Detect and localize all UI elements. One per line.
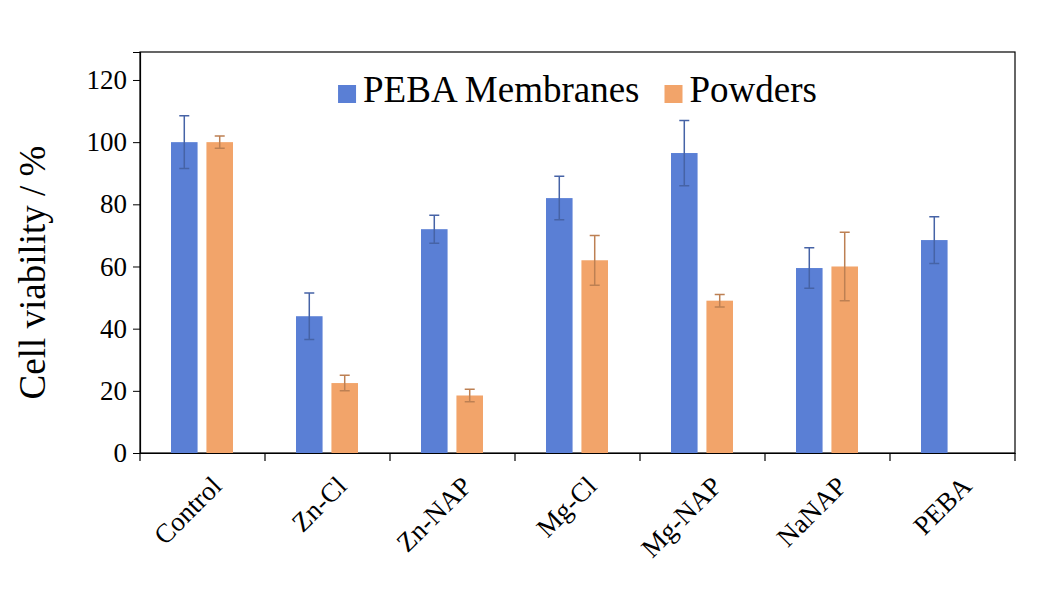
error-bar [465,389,475,401]
y-tick: 100 [87,127,141,157]
error-bar [679,120,689,185]
series-1 [206,136,858,453]
y-tick-mark [133,453,140,454]
x-tick: PEBA [908,453,978,541]
x-boundary-tick [264,453,265,461]
x-tick-label: Control [148,471,228,551]
bar [671,153,698,453]
legend-label: Powders [690,69,817,110]
x-tick: Mg-Cl [530,453,602,543]
y-tick: 0 [114,438,141,468]
x-tick-label: Mg-Cl [530,471,602,543]
legend-swatch [665,85,683,103]
x-boundary-tick [1014,453,1015,461]
error-bar [215,136,225,148]
x-axis-line [141,453,1016,454]
error-bar [554,176,564,220]
y-tick: 20 [100,376,140,406]
x-axis: Control Zn-Cl Zn-NAP Mg-Cl Mg-NAP NaNAP PEBA [141,453,1016,563]
error-bar [304,293,314,340]
plot: 0 20 40 60 80 100 120 Control Zn-Cl Zn-NAP Mg-Cl Mg… [87,52,1016,563]
bar [581,260,608,453]
y-tick-mark [133,266,140,267]
y-tick-label: 60 [100,252,127,282]
x-boundary-tick [764,453,765,461]
y-tick-mark [133,80,140,81]
y-tick: 60 [100,252,140,282]
error-bar [929,217,939,264]
chart: 0 20 40 60 80 100 120 Control Zn-Cl Zn-NAP Mg-Cl Mg… [0,0,1045,606]
legend-label: PEBA Membranes [363,69,639,110]
y-tick: 120 [87,65,141,95]
y-tick-label: 120 [87,65,128,95]
error-bar [340,375,350,391]
legend-swatch [338,85,356,103]
x-tick: Mg-NAP [635,453,727,563]
x-boundary-tick [514,453,515,461]
bar [421,229,448,453]
bar [171,142,198,453]
y-tick: 80 [100,189,140,219]
series-0 [171,116,948,453]
bar [331,383,358,453]
y-tick-mark [133,204,140,205]
bar [796,268,823,453]
y-axis: 0 20 40 60 80 100 120 [87,53,141,469]
legend: PEBA Membranes Powders [338,69,817,110]
y-tick-label: 80 [100,189,127,219]
x-tick: Zn-NAP [391,453,478,558]
bar [706,301,733,453]
error-bar [590,235,600,285]
x-tick-label: Zn-NAP [391,471,478,558]
y-tick-label: 40 [100,314,127,344]
error-bar [179,116,189,169]
error-bar [429,215,439,243]
y-tick-mark [133,329,140,330]
x-boundary-tick [889,453,890,461]
x-tick: Control [148,453,228,550]
y-axis-title: Cell viability / % [12,146,53,400]
x-boundary-tick [389,453,390,461]
legend-item: Powders [665,69,817,110]
bar [921,240,948,453]
y-tick-label: 100 [87,127,128,157]
bar [546,198,573,453]
bar [456,395,483,453]
error-bar [804,248,814,288]
y-tick-label: 0 [114,438,128,468]
x-tick-label: Mg-NAP [635,471,727,563]
y-tick-label: 20 [100,376,127,406]
x-tick-label: PEBA [908,470,978,540]
x-boundary-tick [639,453,640,461]
bar [206,142,233,453]
bars [171,116,948,453]
error-bar [840,232,850,300]
y-tick-mark [133,391,140,392]
x-tick: NaNAP [771,453,853,552]
x-boundary-tick [139,453,140,461]
plot-frame [140,52,1015,453]
y-tick: 40 [100,314,140,344]
error-bar [715,294,725,306]
legend-item: PEBA Membranes [338,69,639,110]
x-tick-label: Zn-Cl [286,471,353,538]
y-tick-mark [133,142,140,143]
x-tick: Zn-Cl [286,453,353,538]
x-tick-label: NaNAP [771,471,853,553]
y-axis-line [133,53,141,454]
